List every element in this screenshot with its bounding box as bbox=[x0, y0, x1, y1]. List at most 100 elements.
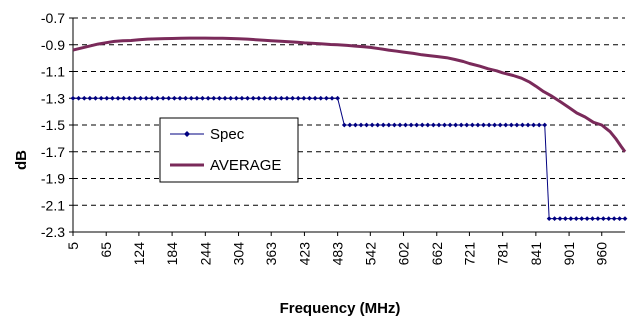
average-line bbox=[72, 36, 627, 153]
spec-point bbox=[419, 122, 425, 128]
spec-point bbox=[110, 95, 115, 101]
spec-point bbox=[458, 122, 464, 128]
spec-point bbox=[525, 122, 531, 128]
spec-point bbox=[256, 95, 262, 101]
spec-point bbox=[503, 122, 509, 128]
x-tick-label: 5 bbox=[65, 242, 81, 250]
spec-point bbox=[397, 122, 403, 128]
x-tick-label: 65 bbox=[98, 242, 114, 258]
spec-point bbox=[183, 95, 189, 101]
spec-point bbox=[262, 95, 267, 101]
spec-point bbox=[126, 95, 132, 101]
x-axis-title: Frequency (MHz) bbox=[280, 300, 401, 317]
spec-point bbox=[76, 95, 82, 101]
spec-point bbox=[160, 95, 166, 101]
spec-point bbox=[155, 95, 160, 101]
spec-point bbox=[579, 216, 585, 222]
spec-point bbox=[143, 95, 149, 101]
spec-point bbox=[211, 95, 217, 101]
spec-point bbox=[568, 216, 574, 222]
y-tick-label: -1.5 bbox=[41, 117, 65, 133]
legend-box bbox=[159, 117, 299, 183]
spec-point bbox=[87, 95, 93, 101]
spec-point bbox=[573, 216, 579, 222]
spec-point bbox=[617, 216, 622, 222]
spec-point bbox=[132, 95, 138, 101]
spec-point bbox=[492, 122, 498, 128]
spec-point bbox=[278, 95, 284, 101]
spec-point bbox=[436, 122, 442, 128]
x-tick-label: 483 bbox=[330, 242, 346, 266]
spec-point bbox=[408, 122, 414, 128]
series-average bbox=[72, 36, 627, 153]
x-tick-label: 662 bbox=[429, 242, 445, 266]
x-tick-label: 184 bbox=[164, 242, 180, 266]
spec-point bbox=[563, 216, 568, 222]
spec-point bbox=[200, 95, 205, 101]
spec-point bbox=[353, 122, 358, 128]
spec-point bbox=[392, 122, 397, 128]
spec-point bbox=[425, 122, 431, 128]
spec-point bbox=[430, 122, 436, 128]
spec-point bbox=[508, 122, 514, 128]
spec-point bbox=[453, 122, 459, 128]
x-tick-label: 244 bbox=[197, 242, 213, 266]
legend: Spec AVERAGE bbox=[159, 117, 299, 183]
spec-point bbox=[177, 95, 183, 101]
spec-point bbox=[194, 95, 200, 101]
x-tick-label: 960 bbox=[594, 242, 610, 266]
x-tick-label: 304 bbox=[231, 242, 247, 266]
spec-point bbox=[622, 216, 628, 222]
spec-point bbox=[312, 95, 318, 101]
spec-point bbox=[584, 216, 590, 222]
spec-point bbox=[104, 95, 110, 101]
spec-point bbox=[267, 95, 273, 101]
spec-point bbox=[590, 216, 595, 222]
spec-point bbox=[531, 122, 536, 128]
spec-point bbox=[301, 95, 307, 101]
spec-point bbox=[93, 95, 98, 101]
spec-point bbox=[70, 95, 76, 101]
spec-point bbox=[469, 122, 475, 128]
spec-point bbox=[115, 95, 121, 101]
spec-point bbox=[486, 122, 492, 128]
spec-point bbox=[166, 95, 172, 101]
x-tick-label: 124 bbox=[131, 242, 147, 266]
spec-point bbox=[323, 95, 329, 101]
spec-point bbox=[217, 95, 222, 101]
spec-point bbox=[542, 122, 548, 128]
spec-point bbox=[138, 95, 143, 101]
spec-point bbox=[600, 216, 606, 222]
spec-point bbox=[250, 95, 256, 101]
spec-point bbox=[233, 95, 239, 101]
spec-point bbox=[606, 216, 612, 222]
spec-point bbox=[369, 122, 375, 128]
spec-point bbox=[284, 95, 290, 101]
spec-point bbox=[307, 95, 312, 101]
x-tick-label: 841 bbox=[528, 242, 544, 266]
spec-point bbox=[295, 95, 301, 101]
spec-point bbox=[171, 95, 177, 101]
spec-point bbox=[245, 95, 250, 101]
spec-point bbox=[358, 122, 364, 128]
spec-point bbox=[149, 95, 155, 101]
y-tick-label: -2.3 bbox=[41, 224, 65, 240]
spec-point bbox=[464, 122, 470, 128]
spec-connector bbox=[337, 98, 345, 126]
spec-point bbox=[442, 122, 447, 128]
spec-connector bbox=[544, 124, 550, 219]
y-tick-label: -2.1 bbox=[41, 197, 65, 213]
spec-point bbox=[447, 122, 453, 128]
spec-point bbox=[475, 122, 481, 128]
x-tick-label: 781 bbox=[495, 242, 511, 266]
spec-point bbox=[481, 122, 486, 128]
x-tick-label: 542 bbox=[362, 242, 378, 266]
x-tick-label: 901 bbox=[561, 242, 577, 266]
spec-point bbox=[536, 122, 542, 128]
spec-point bbox=[239, 95, 245, 101]
spec-point bbox=[318, 95, 324, 101]
x-axis-ticks: 5 65 124 184 244 304 363 423 483 542 602 662 721 781 8… bbox=[65, 232, 610, 265]
spec-point bbox=[290, 95, 296, 101]
y-tick-label: -0.9 bbox=[41, 37, 65, 53]
